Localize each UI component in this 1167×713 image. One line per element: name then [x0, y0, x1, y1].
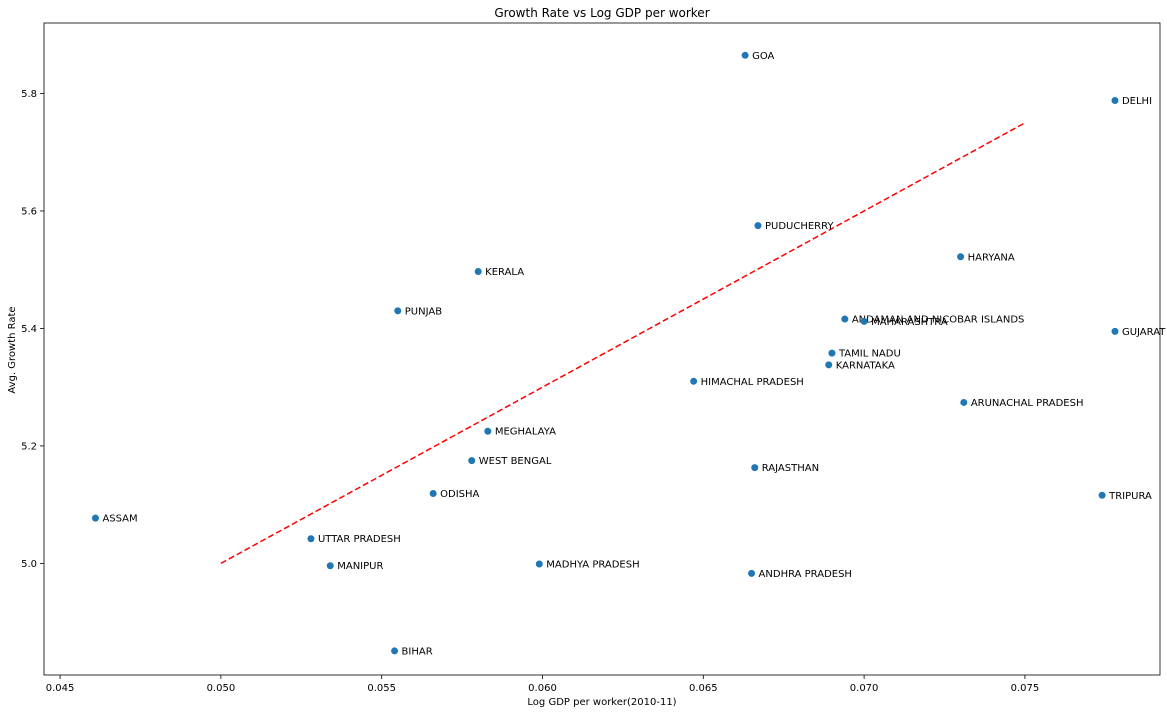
x-tick-label: 0.050	[207, 683, 236, 694]
point-label: ANDAMAN AND NICOBAR ISLANDS	[852, 315, 1025, 326]
chart-title: Growth Rate vs Log GDP per worker	[494, 6, 709, 20]
y-tick-label: 5.0	[21, 559, 37, 570]
point-label: HIMACHAL PRADESH	[701, 377, 804, 388]
data-point	[828, 349, 836, 357]
plot-frame	[43, 22, 1161, 676]
data-point	[326, 562, 334, 570]
trend-line	[220, 122, 1026, 565]
point-label: ANDHRA PRADESH	[759, 569, 852, 580]
point-label: KERALA	[485, 267, 524, 278]
y-tick-label: 5.4	[21, 324, 37, 335]
data-point	[535, 560, 543, 568]
x-tick-label: 0.060	[528, 683, 557, 694]
point-label: TRIPURA	[1108, 491, 1152, 502]
x-tick-label: 0.065	[689, 683, 718, 694]
point-label: MEGHALAYA	[495, 427, 556, 438]
point-label: UTTAR PRADESH	[318, 534, 401, 545]
y-tick-label: 5.8	[21, 89, 37, 100]
point-label: MADHYA PRADESH	[546, 559, 639, 570]
data-point	[825, 361, 833, 369]
data-point	[1111, 327, 1119, 335]
data-point	[468, 457, 476, 465]
y-tick-label: 5.2	[21, 441, 37, 452]
point-label: PUDUCHERRY	[765, 221, 834, 232]
data-point	[394, 307, 402, 315]
data-point	[841, 315, 849, 323]
data-point	[860, 317, 868, 325]
point-label: MANIPUR	[337, 561, 383, 572]
point-label: DELHI	[1122, 96, 1152, 107]
y-axis-label: Avg. Growth Rate	[7, 306, 18, 393]
point-label: MAHARASHTRA	[871, 317, 948, 328]
x-tick-label: 0.055	[367, 683, 396, 694]
data-point	[690, 377, 698, 385]
point-label: GOA	[752, 51, 774, 62]
point-label: ASSAM	[102, 514, 137, 525]
data-point	[741, 51, 749, 59]
point-label: WEST BENGAL	[479, 456, 552, 467]
x-axis-label: Log GDP per worker(2010-11)	[527, 697, 676, 708]
point-label: TAMIL NADU	[838, 349, 901, 360]
data-point	[307, 535, 315, 543]
data-point	[391, 647, 399, 655]
x-tick-label: 0.075	[1011, 683, 1040, 694]
plot-area: 0.045 0.050 0.055 0.060 0.065 0.070 0.075 5.0 5.…	[21, 22, 1166, 694]
data-point	[91, 514, 99, 522]
point-label: PUNJAB	[405, 306, 442, 317]
data-point	[1098, 491, 1106, 499]
x-tick-label: 0.045	[46, 683, 75, 694]
data-point	[474, 267, 482, 275]
data-point	[748, 569, 756, 577]
point-label: ARUNACHAL PRADESH	[971, 398, 1084, 409]
data-point	[429, 489, 437, 497]
data-point	[957, 253, 965, 261]
y-tick-label: 5.6	[21, 206, 37, 217]
data-point	[754, 222, 762, 230]
point-label: GUJARAT	[1122, 327, 1166, 338]
point-label: KARNATAKA	[836, 360, 895, 371]
point-label: HARYANA	[968, 252, 1015, 263]
data-point	[1111, 97, 1119, 105]
x-tick-label: 0.070	[850, 683, 879, 694]
point-label: BIHAR	[402, 646, 433, 657]
point-label: ODISHA	[440, 489, 479, 500]
data-point	[960, 398, 968, 406]
data-point	[484, 427, 492, 435]
data-point	[751, 464, 759, 472]
point-label: RAJASTHAN	[762, 463, 819, 474]
